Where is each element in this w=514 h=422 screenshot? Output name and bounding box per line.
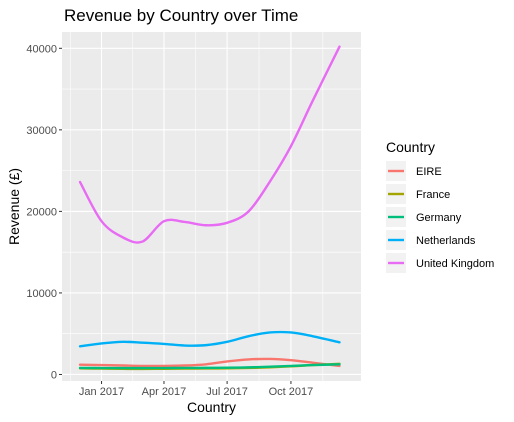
x-tick-label: Jan 2017: [79, 386, 124, 398]
y-tick-label: 30000: [26, 125, 57, 137]
x-tick-label: Jul 2017: [206, 386, 248, 398]
legend-label: France: [416, 189, 450, 201]
legend-item-united-kingdom: United Kingdom: [386, 253, 494, 273]
plot-panel: [62, 32, 361, 381]
legend-item-eire: EIRE: [386, 161, 442, 181]
x-axis: Jan 2017 Apr 2017 Jul 2017 Oct 2017: [79, 381, 313, 398]
x-axis-title: Country: [187, 399, 236, 415]
legend-label: United Kingdom: [416, 258, 494, 270]
legend-label: EIRE: [416, 166, 442, 178]
y-tick-label: 20000: [26, 206, 57, 218]
y-tick-label: 40000: [26, 43, 57, 55]
series-line-netherlands: [78, 330, 341, 348]
legend-item-netherlands: Netherlands: [386, 230, 476, 250]
legend-item-france: France: [386, 184, 450, 204]
grid-lines: [62, 32, 361, 381]
legend-label: Netherlands: [416, 235, 476, 247]
legend: Country EIRE France Germany Netherlands Unit…: [386, 139, 494, 273]
legend-item-germany: Germany: [386, 207, 462, 227]
legend-items: EIRE France Germany Netherlands United Kingd…: [386, 161, 494, 273]
legend-title: Country: [386, 139, 435, 155]
series-line-germany: [78, 363, 341, 370]
x-tick-label: Apr 2017: [142, 386, 187, 398]
legend-label: Germany: [416, 212, 462, 224]
y-axis: 0 10000 20000 30000 40000: [26, 43, 62, 381]
y-tick-label: 10000: [26, 288, 57, 300]
series-lines: [78, 45, 341, 371]
chart-title: Revenue by Country over Time: [64, 6, 298, 25]
series-line-eire: [78, 357, 341, 368]
y-axis-title: Revenue (£): [6, 168, 22, 245]
y-tick-label: 0: [51, 369, 57, 381]
x-tick-label: Oct 2017: [269, 386, 314, 398]
series-line-united-kingdom: [78, 45, 341, 244]
